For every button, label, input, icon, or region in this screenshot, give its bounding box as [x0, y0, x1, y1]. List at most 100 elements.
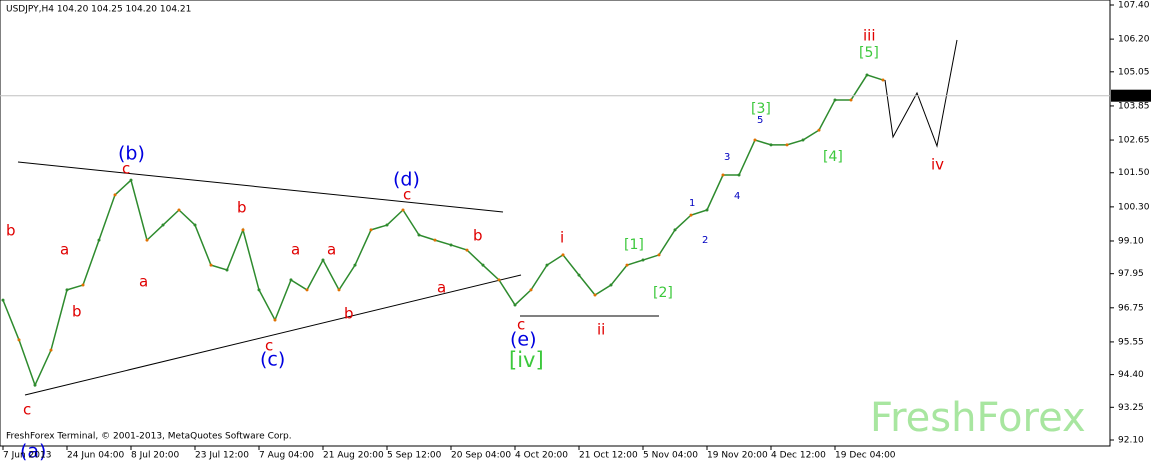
price-point [241, 228, 245, 232]
price-point [689, 213, 693, 217]
wave-label: b [72, 303, 82, 321]
price-line-series [2, 74, 884, 388]
y-tick-label: 106.20 [1118, 35, 1150, 45]
price-point [625, 263, 629, 267]
wave-label: b [473, 227, 483, 245]
price-point [289, 278, 293, 282]
x-tick-label: 5 Nov 04:00 [643, 451, 698, 461]
wave-label: [3] [751, 101, 771, 117]
price-point [385, 223, 389, 227]
x-tick-label: 19 Dec 04:00 [835, 451, 896, 461]
wave-label: a [327, 241, 336, 259]
price-point [785, 143, 789, 147]
wave-label: 3 [724, 152, 730, 163]
wave-label: 2 [702, 235, 708, 246]
price-point [737, 173, 741, 177]
x-tick-label: 7 Jun 2013 [3, 451, 51, 461]
x-tick-label: 4 Oct 20:00 [515, 451, 568, 461]
price-point [49, 348, 53, 352]
price-box [1111, 89, 1151, 102]
price-point [1, 298, 5, 302]
wave-label: iv [931, 156, 944, 174]
price-point [705, 208, 709, 212]
y-tick-label: 107.40 [1118, 1, 1150, 11]
wave-label: [5] [859, 45, 879, 61]
chart-title: USDJPY,H4 104.20 104.25 104.20 104.21 [6, 5, 191, 15]
price-point [801, 138, 805, 142]
footer: FreshForex Terminal, © 2001-2013, MetaQu… [6, 432, 292, 442]
x-tick-label: 21 Oct 12:00 [579, 451, 638, 461]
price-point [817, 128, 821, 132]
price-point [161, 223, 165, 227]
price-point [593, 293, 597, 297]
price-point [865, 73, 869, 77]
price-point [481, 263, 485, 267]
y-tick-label: 92.10 [1118, 436, 1144, 446]
wave-label: a [60, 241, 69, 259]
y-tick-label: 101.50 [1118, 168, 1150, 178]
x-tick-label: 23 Jul 12:00 [195, 451, 249, 461]
wave-label: (b) [118, 143, 145, 165]
wave-label: b [344, 305, 354, 323]
x-tick-label: 20 Sep 04:00 [451, 451, 511, 461]
price-point [129, 178, 133, 182]
wave-label: i [560, 229, 564, 247]
price-point [145, 238, 149, 242]
price-point [209, 263, 213, 267]
wave-label: (e) [510, 329, 537, 351]
price-point [545, 263, 549, 267]
price-point [513, 303, 517, 307]
price-label: 104.21 [1115, 91, 1147, 101]
y-tick-label: 93.25 [1118, 403, 1144, 413]
wave-label: c [517, 316, 525, 334]
x-tick-label: 19 Nov 20:00 [707, 451, 768, 461]
price-point [577, 273, 581, 277]
price-point [305, 288, 309, 292]
price-point [657, 253, 661, 257]
wave-label: 4 [734, 191, 740, 202]
drawings [17, 39, 958, 396]
y-tick-label: 102.65 [1118, 136, 1150, 146]
x-tick-label: 8 Jul 20:00 [131, 451, 180, 461]
wave-label: c [122, 160, 130, 178]
wave-label: c [265, 337, 273, 355]
price-point [497, 278, 501, 282]
wave-label: [iv] [509, 348, 544, 372]
trend-line [17, 161, 504, 213]
price-point [33, 383, 37, 387]
wave-label: [4] [823, 149, 843, 165]
price-point [369, 228, 373, 232]
price-point [881, 78, 885, 82]
watermark: FreshForex [870, 395, 1086, 441]
wave-label: (c) [260, 349, 285, 371]
price-point [529, 288, 533, 292]
price-point [561, 253, 565, 257]
wave-label: b [6, 222, 16, 240]
price-point [17, 338, 21, 342]
y-tick-label: 100.30 [1118, 202, 1150, 212]
price-point [225, 268, 229, 272]
plot-frame [0, 0, 1111, 447]
projection [884, 39, 958, 148]
wave-label: iii [863, 27, 876, 45]
wave-label: ii [597, 321, 605, 339]
price-point [433, 238, 437, 242]
x-tick-label: 4 Dec 12:00 [771, 451, 826, 461]
wave-label: a [437, 279, 446, 297]
y-tick-label: 94.40 [1118, 370, 1144, 380]
x-tick-label: 21 Aug 20:00 [323, 451, 384, 461]
wave-label: b [237, 199, 247, 217]
y-tick-label: 99.10 [1118, 236, 1144, 246]
price-point [641, 258, 645, 262]
wave-label: c [403, 186, 411, 204]
price-point [721, 173, 725, 177]
y-tick-label: 96.75 [1118, 303, 1144, 313]
x-tick-label: 5 Sep 12:00 [387, 451, 442, 461]
price-point [753, 138, 757, 142]
wave-label: [2] [653, 285, 673, 301]
price-point [673, 228, 677, 232]
wave-label: [1] [624, 237, 644, 253]
wave-label: 1 [689, 198, 695, 209]
price-point [65, 288, 69, 292]
price-point [337, 288, 341, 292]
